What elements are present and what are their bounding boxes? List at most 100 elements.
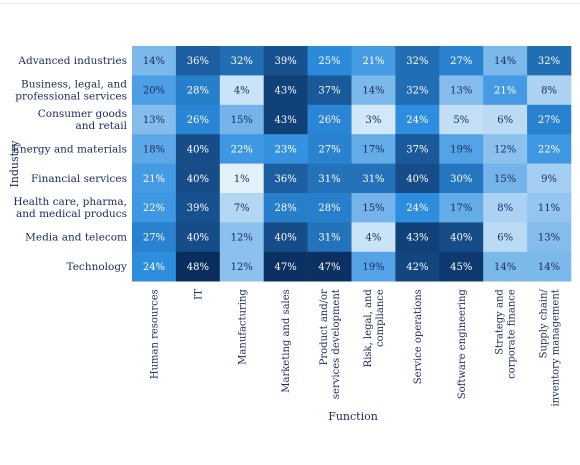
heatmap-cell [483,163,528,194]
heatmap-cell [175,222,221,253]
cell-value-label: 21% [362,56,384,67]
cell-value-label: 27% [450,56,472,67]
cell-value-label: 43% [406,233,428,244]
cell-value-label: 27% [143,233,165,244]
heatmap-cell [219,251,264,282]
heatmap-cell [175,251,221,282]
heatmap-cell [527,222,572,253]
heatmap-cell [263,134,308,164]
cell-value-label: 15% [231,115,253,126]
cell-value-label: 36% [187,56,209,67]
heatmap-cell [132,46,177,76]
cell-value-label: 6% [497,233,513,244]
cell-value-label: 12% [231,233,253,244]
cell-value-label: 40% [187,144,209,155]
heatmap-cell [307,104,352,135]
column-label: Supply chain/inventory management [539,289,562,407]
cell-value-label: 20% [143,86,165,97]
heatmap-cell [132,251,177,282]
heatmap-cell [483,193,528,223]
cell-value-label: 40% [275,233,297,244]
cell-value-label: 27% [538,115,560,126]
heatmap-cell [132,222,177,253]
cell-value-label: 31% [318,233,340,244]
cell-value-label: 39% [187,203,209,214]
cell-value-label: 26% [187,115,209,126]
heatmap-cell [395,104,440,135]
heatmap-cell [439,75,484,106]
cell-value-label: 30% [450,174,472,185]
top-divider [0,3,580,4]
cell-value-label: 14% [143,56,165,67]
cell-value-label: 21% [494,86,516,97]
heatmap-cell [175,46,221,76]
row-label: Financial services [31,173,127,185]
cell-value-label: 31% [362,174,384,185]
heatmap-cell [263,222,308,253]
heatmap-cell [351,193,396,223]
cell-value-label: 47% [275,262,297,273]
cell-value-label: 40% [187,174,209,185]
heatmap-cell [483,222,528,253]
y-axis-title: Industry [8,140,21,188]
heatmap-cell [263,46,308,76]
heatmap-cell [307,222,352,253]
cell-value-label: 40% [450,233,472,244]
heatmap-cell [307,134,352,164]
cell-value-label: 15% [494,174,516,185]
heatmap-cell [219,222,264,253]
cell-value-label: 17% [450,203,472,214]
column-label: Software engineering [457,289,468,400]
heatmap-cell [351,251,396,282]
cell-value-label: 11% [538,203,560,214]
cell-value-label: 32% [231,56,253,67]
cell-value-label: 37% [406,144,428,155]
column-label: Manufacturing [237,289,248,365]
column-label: Product and/orservices development [319,289,342,399]
heatmap-cell [132,104,177,135]
heatmap-cell [351,104,396,135]
heatmap-cell [263,193,308,223]
cell-value-label: 22% [143,203,165,214]
heatmap-cell [263,163,308,194]
row-labels: Advanced industries Business, legal, and p… [12,55,127,273]
cell-value-label: 6% [497,115,513,126]
heatmap-cell [351,134,396,164]
heatmap-cell [527,193,572,223]
heatmap-cell [219,46,264,76]
heatmap-cell [175,75,221,106]
cell-value-label: 25% [318,56,340,67]
cell-value-label: 45% [450,262,472,273]
heatmap-cell [439,222,484,253]
cell-value-label: 24% [143,262,165,273]
heatmap-cell [483,134,528,164]
cell-value-label: 32% [406,56,428,67]
heatmap-cell [395,163,440,194]
column-label: IT [193,289,204,300]
column-label: Service operations [413,289,424,384]
cell-value-label: 17% [362,144,384,155]
heatmap-cell [219,104,264,135]
cell-value-label: 13% [450,86,472,97]
heatmap-cell [175,163,221,194]
heatmap-cell [263,104,308,135]
heatmap-cell [527,104,572,135]
heatmap-cell [351,222,396,253]
row-label: Business, legal, and professional service… [15,79,127,103]
heatmap-cell [307,163,352,194]
row-label: Technology [67,261,128,273]
cell-value-label: 42% [406,262,428,273]
heatmap-cell [527,134,572,164]
heatmap-cell [263,251,308,282]
cell-value-label: 24% [406,115,428,126]
cell-value-label: 22% [538,144,560,155]
heatmap-cell [483,104,528,135]
cell-value-label: 14% [538,262,560,273]
cell-value-label: 32% [406,86,428,97]
heatmap-cell [483,251,528,282]
cell-value-label: 4% [234,86,250,97]
cell-value-label: 13% [143,115,165,126]
cell-value-label: 40% [406,174,428,185]
cell-value-label: 19% [362,262,384,273]
